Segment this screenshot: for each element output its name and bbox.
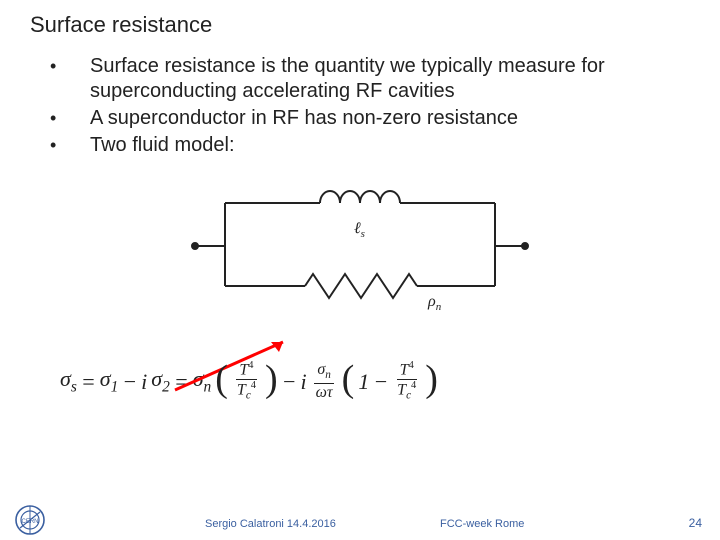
svg-text:CERN: CERN xyxy=(21,519,38,525)
circuit-diagram: ℓs ρn xyxy=(180,178,540,313)
footer-event: FCC-week Rome xyxy=(440,518,524,530)
bullet-marker: • xyxy=(50,54,90,77)
equation: σs = σ1 − i σ2 = σn ( T4 Tc4 ) − i σn ωτ… xyxy=(60,361,720,402)
bullet-marker: • xyxy=(50,106,90,129)
slide-title: Surface resistance xyxy=(0,0,720,38)
bullet-text: Surface resistance is the quantity we ty… xyxy=(90,54,650,104)
eq-sigma-s: σs xyxy=(60,366,77,396)
eq-equals: = xyxy=(81,369,96,395)
eq-lparen: ( xyxy=(342,364,355,394)
red-arrow xyxy=(165,332,305,398)
bullet-marker: • xyxy=(50,133,90,156)
eq-sigma-1: σ1 xyxy=(100,366,119,396)
eq-rparen: ) xyxy=(425,364,438,394)
footer-author: Sergio Calatroni 14.4.2016 xyxy=(205,518,336,530)
eq-lparen: ( xyxy=(215,364,228,394)
eq-minus: − xyxy=(373,369,388,395)
footer-page-number: 24 xyxy=(689,516,702,530)
bullet-text: A superconductor in RF has non-zero resi… xyxy=(90,106,518,131)
bullet-item: • Surface resistance is the quantity we … xyxy=(50,54,720,104)
eq-frac-t4-tc4-b: T4 Tc4 xyxy=(394,361,419,402)
bullet-item: • Two fluid model: xyxy=(50,133,720,158)
eq-one: 1 xyxy=(358,369,369,395)
eq-i: i xyxy=(141,369,147,395)
bullet-list: • Surface resistance is the quantity we … xyxy=(50,54,720,158)
inductor-label: ℓs xyxy=(354,220,365,240)
resistor-label: ρn xyxy=(427,293,442,313)
footer: CERN Sergio Calatroni 14.4.2016 FCC-week… xyxy=(0,500,720,540)
eq-minus: − xyxy=(122,369,137,395)
cern-logo-icon: CERN xyxy=(14,504,46,536)
bullet-text: Two fluid model: xyxy=(90,133,235,158)
eq-rparen: ) xyxy=(265,364,278,394)
bullet-item: • A superconductor in RF has non-zero re… xyxy=(50,106,720,131)
eq-frac-sigman-wtau: σn ωτ xyxy=(313,362,336,400)
